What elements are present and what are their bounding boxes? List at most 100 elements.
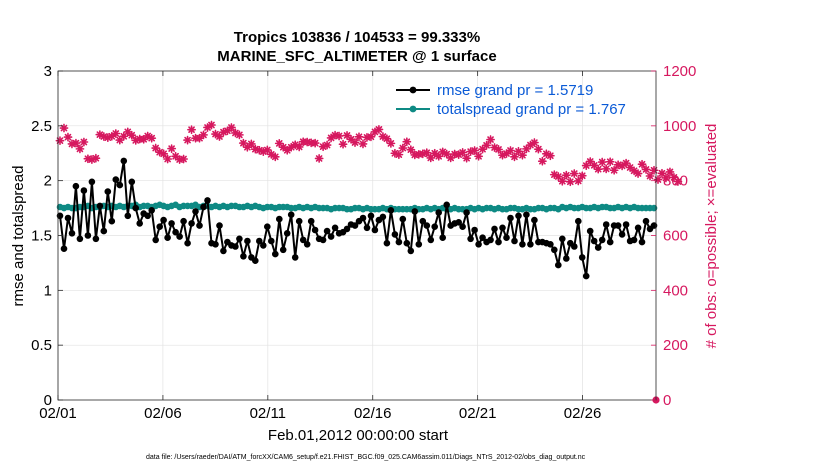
rmse-point xyxy=(276,215,283,223)
rmse-point xyxy=(642,217,650,225)
obs-stroke xyxy=(64,133,72,141)
legend-spread-marker xyxy=(409,105,417,113)
rmse-point xyxy=(531,216,538,224)
obs-evaluated-point xyxy=(402,137,412,147)
obs-stroke xyxy=(539,157,546,165)
obs-stroke xyxy=(291,141,299,149)
rmse-point xyxy=(507,214,514,222)
series-obs-evaluated xyxy=(55,120,683,187)
rmse-point xyxy=(590,237,598,245)
obs-evaluated-point xyxy=(374,124,384,134)
legend: rmse grand pr = 1.5719 totalspread grand… xyxy=(396,82,626,118)
rmse-point xyxy=(156,223,163,230)
obs-stroke xyxy=(491,144,498,151)
rmse-point xyxy=(395,238,403,246)
obs-stroke xyxy=(610,166,618,174)
obs-evaluated-point xyxy=(398,143,408,153)
rmse-point xyxy=(371,226,379,234)
obs-evaluated-point xyxy=(645,171,655,181)
rmse-point xyxy=(180,217,187,225)
obs-stroke xyxy=(622,159,630,167)
obs-stroke xyxy=(515,148,522,155)
rmse-point xyxy=(287,211,295,218)
rmse-point xyxy=(100,227,108,235)
obs-stroke xyxy=(267,151,275,158)
rmse-point xyxy=(491,225,498,233)
obs-evaluated-point xyxy=(665,167,675,177)
obs-stroke xyxy=(674,178,682,185)
y2-tick-label: 400 xyxy=(663,282,688,299)
y-axis-label: rmse and totalspread xyxy=(10,166,27,307)
obs-stroke xyxy=(431,149,439,157)
rmse-point xyxy=(200,203,207,211)
obs-stroke xyxy=(459,149,466,156)
rmse-point xyxy=(515,212,522,220)
rmse-point xyxy=(152,236,159,244)
obs-evaluated-point xyxy=(199,130,208,140)
obs-stroke xyxy=(96,131,104,138)
rmse-point xyxy=(407,247,415,255)
obs-stroke xyxy=(403,138,411,146)
rmse-point xyxy=(176,233,183,240)
obs-stroke xyxy=(128,131,136,139)
obs-stroke xyxy=(566,178,574,186)
obs-stroke xyxy=(271,153,279,161)
rmse-point xyxy=(311,226,319,234)
obs-evaluated-point xyxy=(338,139,348,149)
rmse-point xyxy=(116,181,124,189)
obs-stroke xyxy=(551,171,558,178)
obs-stroke xyxy=(590,161,598,169)
y-tick-label: 0.5 xyxy=(31,337,52,354)
obs-evaluated-point xyxy=(234,130,244,140)
obs-evaluated-point xyxy=(597,157,607,167)
obs-stroke xyxy=(188,126,195,133)
obs-evaluated-point xyxy=(506,146,515,155)
obs-stroke xyxy=(598,158,606,166)
obs-evaluated-point xyxy=(67,139,77,149)
obs-evaluated-point xyxy=(561,170,571,180)
obs-stroke xyxy=(351,139,359,146)
obs-evaluated-point xyxy=(486,135,495,144)
rmse-point xyxy=(299,236,307,244)
rmse-point xyxy=(614,222,622,229)
rmse-point xyxy=(391,231,399,238)
rmse-point xyxy=(419,217,427,225)
rmse-point xyxy=(379,213,387,221)
obs-stroke xyxy=(383,135,391,143)
obs-evaluated-point xyxy=(79,137,89,147)
obs-stroke xyxy=(602,165,610,173)
y2-tick-label: 0 xyxy=(663,392,671,409)
obs-evaluated-point xyxy=(673,177,683,186)
rmse-point xyxy=(244,237,251,245)
obs-stroke xyxy=(339,140,347,148)
rmse-point xyxy=(547,241,554,248)
obs-stroke xyxy=(475,152,482,160)
x-tick-label: 02/16 xyxy=(354,405,392,422)
obs-stroke xyxy=(586,158,594,165)
obs-stroke xyxy=(570,170,578,177)
obs-stroke xyxy=(327,134,335,142)
rmse-point xyxy=(319,236,327,244)
rmse-point xyxy=(72,182,80,190)
obs-stroke xyxy=(495,146,502,153)
rmse-point xyxy=(563,255,570,262)
rmse-point xyxy=(88,178,96,186)
rmse-point xyxy=(188,220,195,227)
obs-evaluated-point xyxy=(354,132,364,142)
obs-stroke xyxy=(558,177,566,185)
rmse-point xyxy=(471,226,478,234)
obs-stroke xyxy=(487,136,494,143)
rmse-point xyxy=(443,201,451,209)
obs-evaluated-point xyxy=(270,152,280,162)
obs-stroke xyxy=(399,144,407,152)
rmse-point xyxy=(439,234,447,241)
obs-stroke xyxy=(212,130,219,138)
rmse-point xyxy=(212,241,219,248)
obs-stroke xyxy=(263,146,271,154)
obs-stroke xyxy=(275,140,283,147)
obs-evaluated-point xyxy=(649,165,659,175)
rmse-point xyxy=(307,217,315,225)
obs-evaluated-point xyxy=(569,169,579,178)
obs-evaluated-point xyxy=(581,161,591,170)
obs-evaluated-point xyxy=(350,138,360,147)
